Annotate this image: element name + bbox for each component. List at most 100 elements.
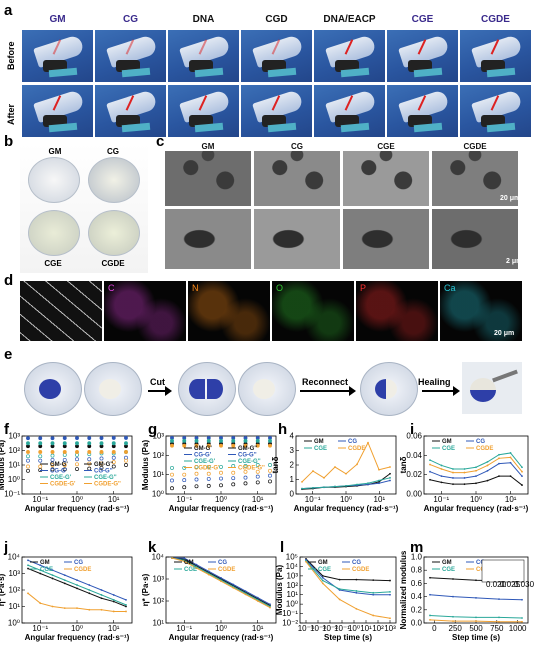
point-g-5-4 bbox=[219, 464, 223, 469]
xtick-label: 750 bbox=[490, 624, 504, 633]
point-i-2-7 bbox=[509, 452, 512, 454]
sem-label-cgde: CGDE bbox=[432, 142, 518, 151]
point-f-2-7 bbox=[111, 435, 116, 440]
point-g-1-4 bbox=[219, 483, 223, 488]
step-cut: Cut bbox=[150, 377, 165, 387]
xtick-label: 10¹ bbox=[360, 624, 372, 633]
legend-entry: GM bbox=[442, 439, 452, 445]
xtick-label: 10⁻¹ bbox=[433, 495, 449, 504]
ytick-label: 10⁰ bbox=[8, 475, 20, 484]
point-g-7-5 bbox=[231, 470, 236, 475]
arrow-cut bbox=[148, 386, 172, 396]
point-l-2-3 bbox=[355, 590, 358, 592]
point-l-2-2 bbox=[338, 588, 341, 590]
point-f-4-6 bbox=[99, 441, 104, 446]
point-f-4-0 bbox=[26, 441, 30, 446]
panel-label-l: l bbox=[280, 539, 284, 556]
photo-a-0-4 bbox=[314, 30, 385, 82]
point-j-1-0 bbox=[27, 559, 29, 562]
point-i-1-0 bbox=[429, 470, 431, 473]
point-l-3-3 bbox=[355, 607, 358, 610]
point-f-5-1 bbox=[38, 454, 43, 459]
point-g-6-0 bbox=[170, 443, 174, 448]
photo-a-0-5 bbox=[387, 30, 458, 82]
point-h-3-7 bbox=[378, 468, 380, 471]
point-k-3-2 bbox=[195, 567, 198, 569]
sem-top-cgde: CGDE bbox=[432, 142, 518, 206]
point-k-3-5 bbox=[232, 586, 235, 589]
point-l-1-5 bbox=[389, 593, 391, 596]
point-m-1-1 bbox=[452, 595, 454, 598]
point-f-4-8 bbox=[124, 441, 128, 446]
series-line-l-2 bbox=[305, 560, 391, 594]
panel-label-g: g bbox=[148, 421, 157, 438]
xtick-label: 500 bbox=[469, 624, 483, 633]
healed-sample-photo bbox=[462, 362, 522, 414]
point-j-3-7 bbox=[112, 610, 115, 613]
legend-entry: CGE bbox=[184, 567, 197, 573]
point-f-7-8 bbox=[124, 458, 128, 463]
point-j-0-7 bbox=[112, 600, 115, 603]
legend-entry: CGE-G'' bbox=[94, 475, 117, 481]
point-f-3-7 bbox=[111, 455, 116, 460]
point-i-3-5 bbox=[486, 464, 489, 467]
point-h-2-1 bbox=[312, 487, 314, 489]
point-k-1-2 bbox=[195, 563, 198, 566]
point-i-1-8 bbox=[521, 475, 523, 478]
panel-label-e: e bbox=[4, 346, 13, 363]
legend-entry: GM bbox=[40, 560, 50, 566]
point-j-3-5 bbox=[88, 608, 91, 611]
header-cgde: CGDE bbox=[460, 12, 531, 28]
photo-a-1-2 bbox=[168, 85, 239, 137]
sem-bottom-cg bbox=[254, 209, 340, 269]
point-g-1-3 bbox=[206, 483, 211, 488]
point-m-3-0 bbox=[429, 618, 431, 621]
point-f-1-5 bbox=[87, 466, 92, 471]
label-b-cge: CGE bbox=[44, 259, 62, 268]
xtick-label: 10⁻¹ bbox=[32, 495, 48, 504]
legend-entry: GM bbox=[184, 560, 194, 566]
point-f-4-7 bbox=[111, 441, 116, 446]
point-f-4-4 bbox=[75, 441, 79, 446]
point-f-2-6 bbox=[99, 436, 104, 440]
eds-label-ca: Ca bbox=[444, 283, 456, 293]
label-b-gm: GM bbox=[48, 147, 62, 156]
point-m-3-3 bbox=[498, 620, 500, 623]
inset-xtick-label: 0.025 bbox=[500, 580, 521, 589]
ytick-label: 10¹ bbox=[152, 470, 164, 479]
point-m-0-2 bbox=[475, 579, 477, 582]
legend-entry: CGDE bbox=[218, 567, 235, 573]
point-m-2-4 bbox=[521, 617, 523, 619]
point-j-0-0 bbox=[27, 567, 29, 570]
point-f-3-1 bbox=[38, 458, 43, 463]
point-g-6-8 bbox=[268, 443, 272, 448]
xtick-label: 10⁰ bbox=[215, 624, 227, 633]
point-k-1-7 bbox=[256, 596, 259, 599]
eds-map-n: N bbox=[188, 281, 270, 341]
legend-entry: CG bbox=[74, 560, 83, 566]
inset-xtick-label: 0.020 bbox=[486, 580, 507, 589]
point-j-1-3 bbox=[63, 574, 66, 577]
point-g-6-7 bbox=[255, 443, 260, 448]
point-f-1-3 bbox=[62, 467, 67, 472]
point-g-3-4 bbox=[219, 476, 223, 481]
point-j-3-4 bbox=[76, 607, 78, 610]
ytick-label: 0.0 bbox=[411, 619, 423, 628]
eds-scale-bar: 20 μm bbox=[494, 330, 515, 337]
point-g-1-0 bbox=[170, 486, 174, 491]
point-i-1-3 bbox=[463, 477, 466, 479]
point-l-0-1 bbox=[321, 574, 324, 577]
point-f-3-0 bbox=[26, 458, 30, 463]
point-g-1-1 bbox=[182, 485, 187, 490]
point-g-5-2 bbox=[194, 464, 199, 469]
point-f-6-6 bbox=[99, 450, 104, 454]
xtick-label: 10¹ bbox=[252, 495, 264, 504]
point-j-0-2 bbox=[51, 577, 54, 580]
panel-label-i: i bbox=[410, 421, 414, 438]
ytick-label: 0 bbox=[290, 490, 295, 499]
point-f-1-4 bbox=[75, 467, 79, 472]
point-m-0-1 bbox=[452, 578, 454, 580]
point-h-2-7 bbox=[378, 479, 380, 482]
point-h-3-6 bbox=[367, 441, 369, 444]
